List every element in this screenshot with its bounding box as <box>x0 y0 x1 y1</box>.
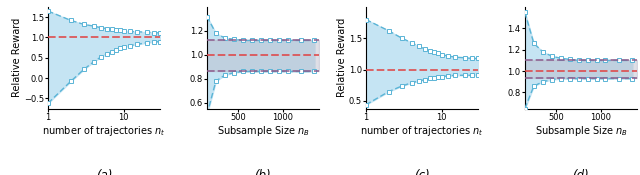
Text: (b): (b) <box>255 169 271 175</box>
Y-axis label: Relative Reward: Relative Reward <box>12 18 22 97</box>
X-axis label: Subsample Size $n_B$: Subsample Size $n_B$ <box>216 124 309 138</box>
X-axis label: number of trajectories $n_t$: number of trajectories $n_t$ <box>360 124 483 138</box>
Y-axis label: Relative Reward: Relative Reward <box>337 18 348 97</box>
X-axis label: number of trajectories $n_t$: number of trajectories $n_t$ <box>42 124 166 138</box>
Text: (a): (a) <box>96 169 112 175</box>
Text: (d): (d) <box>572 169 589 175</box>
Text: (c): (c) <box>414 169 429 175</box>
X-axis label: Subsample Size $n_B$: Subsample Size $n_B$ <box>534 124 627 138</box>
